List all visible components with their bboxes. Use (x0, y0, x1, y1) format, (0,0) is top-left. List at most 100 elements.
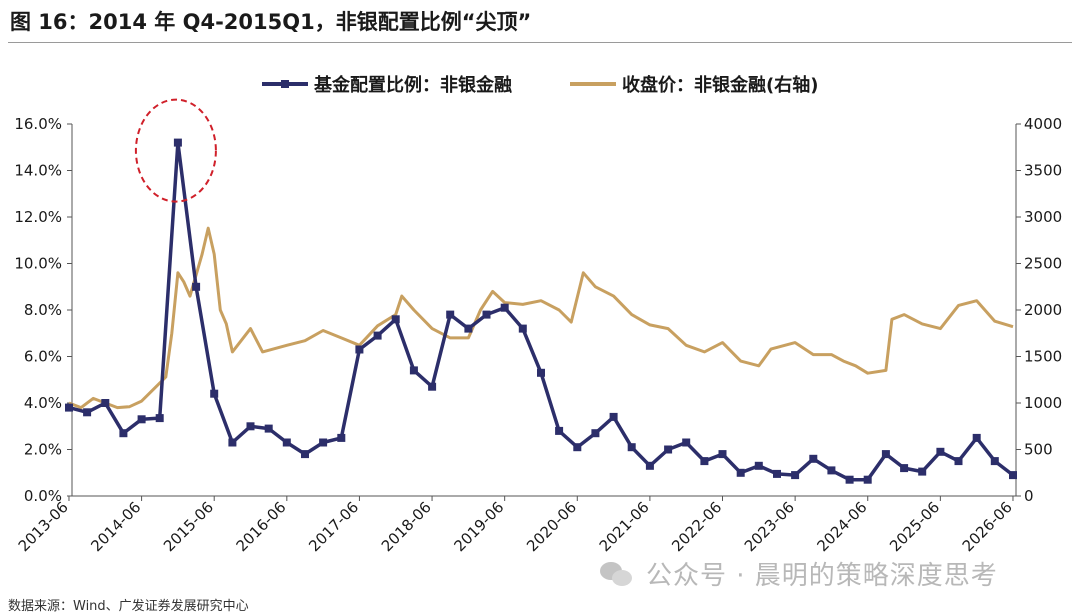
fund-point (863, 475, 872, 484)
left-tick-label: 10.0% (14, 255, 62, 273)
right-tick-label: 1500 (1024, 348, 1062, 366)
fund-point (482, 310, 491, 319)
fund-point (319, 438, 328, 447)
x-tick-label: 2019-06 (450, 498, 507, 555)
fund-point (881, 450, 890, 459)
x-tick-label: 2021-06 (596, 498, 653, 555)
price-line (68, 226, 1014, 410)
legend-item-price: 收盘价：非银金融(右轴) (570, 74, 818, 96)
fund-point (282, 438, 291, 447)
x-tick-label: 2017-06 (305, 498, 362, 555)
fund-point (827, 466, 836, 475)
right-tick-label: 4000 (1024, 115, 1062, 133)
right-tick-label: 0 (1024, 487, 1034, 505)
fund-point (718, 450, 727, 459)
right-tick-label: 2000 (1024, 301, 1062, 319)
figure-title: 图 16：2014 年 Q4-2015Q1，非银配置比例“尖顶” (10, 10, 532, 34)
left-tick-label: 2.0% (24, 441, 62, 459)
x-tick-label: 2015-06 (160, 498, 217, 555)
fund-point (192, 282, 201, 291)
left-tick-label: 8.0% (24, 301, 62, 319)
legend-item-fund: 基金配置比例：非银金融 (262, 74, 512, 96)
fund-point (791, 471, 800, 480)
fund-point (391, 315, 400, 324)
fund-point (972, 433, 981, 442)
fund-point (301, 450, 309, 459)
title-divider (8, 42, 1072, 43)
fund-point (500, 303, 509, 312)
x-tick-label: 2022-06 (668, 498, 725, 555)
x-tick-label: 2020-06 (523, 498, 580, 555)
x-tick-label: 2014-06 (87, 498, 144, 555)
left-tick-label: 12.0% (14, 208, 62, 226)
fund-point (337, 433, 346, 442)
fund-point (83, 408, 92, 417)
x-tick-label: 2026-06 (959, 498, 1016, 555)
fund-point (464, 324, 473, 333)
fund-point (119, 429, 128, 438)
fund-point (373, 331, 382, 340)
x-tick-label: 2025-06 (886, 498, 943, 555)
x-tick-label: 2024-06 (814, 498, 871, 555)
x-tick-label: 2023-06 (741, 498, 798, 555)
fund-point (591, 429, 600, 438)
fund-point (809, 454, 818, 463)
fund-point (537, 368, 545, 377)
fund-point (918, 467, 927, 476)
left-tick-label: 4.0% (24, 394, 62, 412)
fund-point (627, 443, 636, 452)
fund-point (664, 445, 673, 454)
fund-point (954, 457, 963, 466)
fund-point (246, 422, 255, 431)
x-tick-label: 2016-06 (233, 498, 290, 555)
fund-point (228, 438, 237, 447)
fund-point (754, 461, 763, 470)
fund-point (900, 464, 909, 473)
fund-point (573, 443, 582, 452)
fund-line (68, 140, 1015, 482)
fund-point (773, 469, 781, 478)
fund-point (210, 389, 219, 398)
x-tick-label: 2018-06 (378, 498, 435, 555)
fund-point (355, 345, 364, 354)
fund-point (990, 457, 999, 466)
x-tick-label: 2013-06 (15, 498, 72, 555)
right-tick-label: 3000 (1024, 208, 1062, 226)
fund-point (555, 426, 564, 435)
left-tick-label: 16.0% (14, 115, 62, 133)
right-tick-label: 3500 (1024, 162, 1062, 180)
legend-fund-label: 基金配置比例：非银金融 (313, 74, 512, 96)
fund-point (609, 412, 618, 421)
left-tick-label: 0.0% (24, 487, 62, 505)
watermark-text: 公众号 · 晨明的策略深度思考 (646, 561, 998, 591)
fund-point (682, 438, 691, 447)
left-tick-label: 6.0% (24, 348, 62, 366)
fund-point (409, 366, 418, 375)
legend-price-label: 收盘价：非银金融(右轴) (622, 74, 818, 96)
legend: 基金配置比例：非银金融 收盘价：非银金融(右轴) (262, 74, 818, 96)
fund-point (137, 415, 146, 424)
peak-annotation (134, 98, 217, 203)
watermark: 公众号 · 晨明的策略深度思考 (600, 555, 998, 592)
right-tick-label: 500 (1024, 441, 1053, 459)
fund-point (428, 382, 437, 391)
fund-point (736, 468, 745, 477)
source-note: 数据来源：Wind、广发证券发展研究中心 (8, 599, 249, 614)
fund-point (65, 403, 73, 412)
fund-point (845, 475, 854, 484)
series-fund (65, 138, 1017, 484)
series-price (68, 226, 1014, 410)
fund-point (936, 447, 945, 456)
fund-point (518, 324, 527, 333)
right-tick-label: 2500 (1024, 255, 1062, 273)
left-tick-label: 14.0% (14, 162, 62, 180)
fund-point (645, 461, 654, 470)
wechat-icon (600, 560, 634, 588)
fund-point (1009, 471, 1017, 480)
legend-fund-marker (281, 80, 289, 88)
right-tick-label: 1000 (1024, 394, 1062, 412)
fund-point (446, 310, 455, 319)
peak-circle (134, 98, 217, 203)
fund-point (155, 414, 164, 423)
